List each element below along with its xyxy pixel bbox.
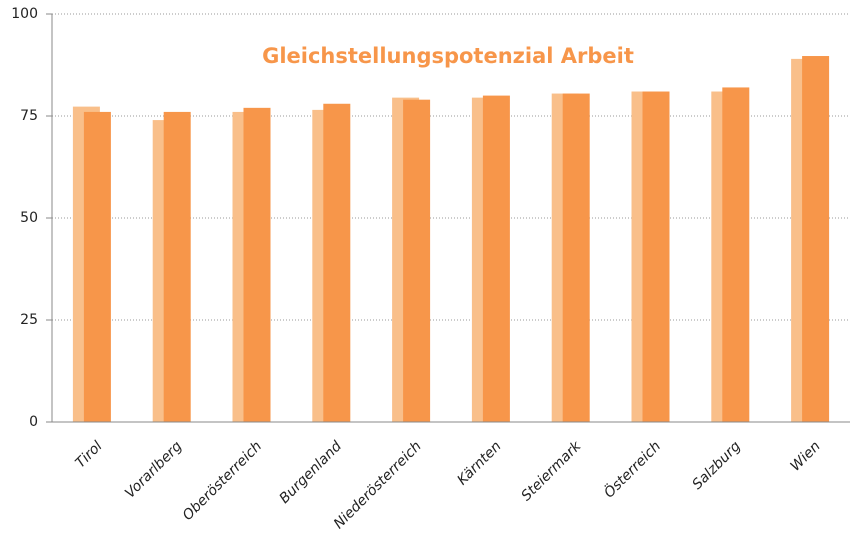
x-tick-label: Wien <box>788 438 824 474</box>
bar <box>642 91 670 423</box>
y-tick-label: 25 <box>20 312 38 328</box>
bar <box>403 99 431 423</box>
x-tick-label: Kärnten <box>454 438 504 488</box>
bar <box>482 95 510 422</box>
bar <box>83 111 111 423</box>
x-tick-label: Salzburg <box>689 438 744 493</box>
x-tick-label: Tirol <box>73 438 106 471</box>
x-tick-label: Vorarlberg <box>122 438 185 501</box>
bar <box>722 87 750 422</box>
y-tick-label: 0 <box>29 414 38 430</box>
x-tick-label: Oberösterreich <box>180 438 265 523</box>
bar <box>802 56 830 423</box>
y-tick-label: 50 <box>20 210 38 226</box>
x-tick-label: Steiermark <box>518 438 585 505</box>
x-tick-label: Niederösterreich <box>331 438 425 532</box>
bar <box>323 103 351 422</box>
bar <box>163 111 191 423</box>
y-tick-label: 75 <box>20 108 38 124</box>
y-tick-label: 100 <box>11 6 38 22</box>
bar <box>562 93 590 422</box>
x-tick-label: Burgenland <box>276 438 345 507</box>
bar <box>243 107 271 422</box>
x-tick-label: Österreich <box>600 437 664 501</box>
chart-title: Gleichstellungspotenzial Arbeit <box>262 44 634 68</box>
